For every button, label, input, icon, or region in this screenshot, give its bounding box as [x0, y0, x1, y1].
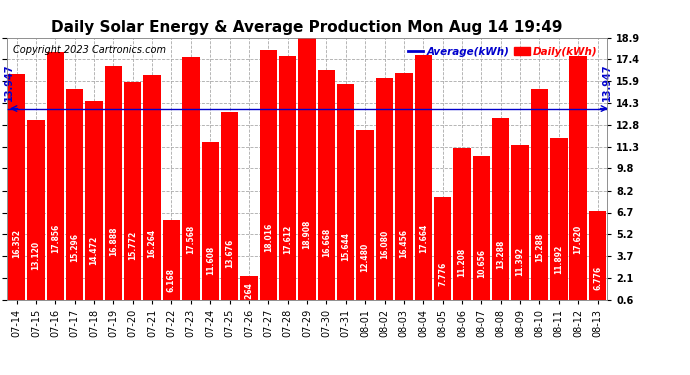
Text: 15.772: 15.772 — [128, 231, 137, 260]
Text: 17.620: 17.620 — [573, 224, 582, 254]
Bar — [8, 74, 26, 300]
Bar — [415, 55, 432, 300]
Bar — [298, 38, 316, 300]
Text: 16.352: 16.352 — [12, 229, 21, 258]
Bar — [569, 56, 587, 300]
Text: 18.016: 18.016 — [264, 223, 273, 252]
Bar — [240, 276, 257, 300]
Bar — [124, 82, 141, 300]
Bar — [27, 120, 45, 300]
Text: 15.288: 15.288 — [535, 233, 544, 262]
Bar — [279, 56, 297, 300]
Text: 15.296: 15.296 — [70, 233, 79, 262]
Text: 16.456: 16.456 — [400, 229, 408, 258]
Bar — [86, 101, 103, 300]
Text: 2.264: 2.264 — [244, 282, 253, 306]
Text: 16.888: 16.888 — [109, 227, 118, 256]
Text: 16.080: 16.080 — [380, 230, 389, 259]
Bar — [376, 78, 393, 300]
Text: 13.288: 13.288 — [496, 240, 505, 269]
Bar — [221, 112, 238, 300]
Text: 13.120: 13.120 — [32, 240, 41, 270]
Bar — [492, 118, 509, 300]
Bar — [163, 220, 180, 300]
Text: 14.472: 14.472 — [90, 236, 99, 265]
Bar — [531, 89, 548, 300]
Legend: Average(kWh), Daily(kWh): Average(kWh), Daily(kWh) — [404, 43, 602, 61]
Bar — [550, 138, 567, 300]
Bar — [105, 66, 122, 300]
Text: 11.208: 11.208 — [457, 248, 466, 277]
Text: Copyright 2023 Cartronics.com: Copyright 2023 Cartronics.com — [13, 45, 166, 56]
Title: Daily Solar Energy & Average Production Mon Aug 14 19:49: Daily Solar Energy & Average Production … — [51, 20, 563, 35]
Text: 11.892: 11.892 — [554, 245, 563, 274]
Bar — [337, 84, 355, 300]
Bar — [453, 148, 471, 300]
Text: 6.776: 6.776 — [593, 266, 602, 290]
Text: 17.856: 17.856 — [51, 224, 60, 253]
Bar — [201, 142, 219, 300]
Bar — [182, 57, 199, 300]
Text: 7.776: 7.776 — [438, 262, 447, 286]
Bar — [589, 211, 607, 300]
Text: 11.392: 11.392 — [515, 247, 524, 276]
Text: 17.568: 17.568 — [186, 225, 195, 254]
Bar — [317, 69, 335, 300]
Text: 13.947: 13.947 — [602, 64, 612, 101]
Bar — [357, 130, 374, 300]
Text: 17.664: 17.664 — [419, 224, 428, 254]
Text: 16.668: 16.668 — [322, 228, 331, 257]
Text: 15.644: 15.644 — [342, 231, 351, 261]
Text: 17.612: 17.612 — [283, 224, 292, 254]
Text: 10.656: 10.656 — [477, 249, 486, 279]
Bar — [47, 53, 64, 300]
Bar — [66, 89, 83, 300]
Bar — [144, 75, 161, 300]
Text: 13.947: 13.947 — [4, 64, 14, 101]
Bar — [395, 72, 413, 300]
Text: 12.480: 12.480 — [361, 243, 370, 272]
Bar — [259, 50, 277, 300]
Text: 18.908: 18.908 — [302, 220, 312, 249]
Text: 13.676: 13.676 — [225, 238, 234, 268]
Bar — [434, 197, 451, 300]
Text: 16.264: 16.264 — [148, 229, 157, 258]
Bar — [473, 156, 490, 300]
Text: 6.168: 6.168 — [167, 268, 176, 292]
Text: 11.608: 11.608 — [206, 246, 215, 275]
Bar — [511, 145, 529, 300]
